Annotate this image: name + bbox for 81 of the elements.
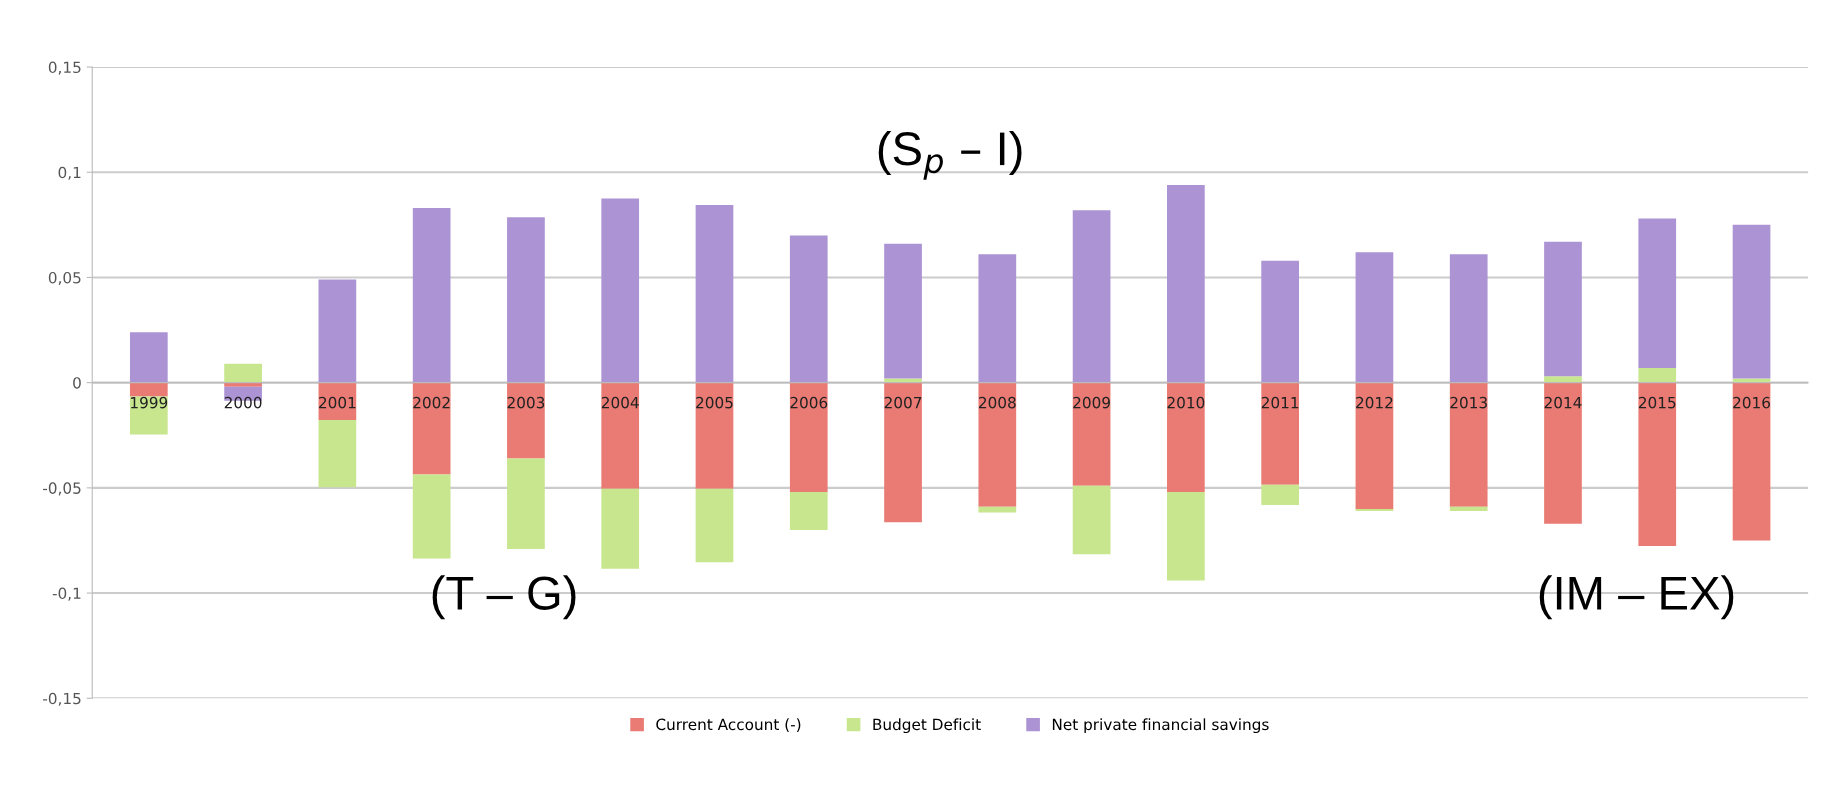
bar — [695, 382, 734, 489]
x-tick-label: 2010 — [1167, 396, 1205, 409]
bar — [412, 382, 451, 475]
annotation: (S$_{p}$ – I) — [878, 130, 1022, 180]
x-tick-label: 2006 — [790, 396, 828, 409]
bar — [884, 382, 922, 523]
x-tick-label: 2007 — [884, 396, 922, 409]
x-tick-label: 2009 — [1073, 396, 1110, 409]
bar — [318, 279, 357, 383]
x-tick-label: 2008 — [978, 396, 1016, 409]
bar — [1732, 224, 1771, 379]
bar — [695, 488, 734, 563]
bar — [1261, 382, 1299, 485]
x-tick-label: 1999 — [131, 396, 168, 409]
bar — [601, 488, 640, 569]
bar — [412, 208, 451, 383]
bar — [1544, 241, 1582, 377]
x-tick-label: 2004 — [601, 396, 639, 409]
bar — [507, 217, 545, 383]
bar — [978, 382, 1017, 507]
bar — [1261, 260, 1299, 383]
bar — [1732, 382, 1771, 541]
bar — [1449, 254, 1488, 383]
bar — [601, 382, 640, 489]
bar — [507, 382, 545, 459]
bar — [1355, 382, 1394, 509]
x-tick-label: 2016 — [1733, 396, 1771, 409]
x-tick-label: 2001 — [319, 396, 356, 409]
y-tick-label: -0,1 — [52, 587, 81, 601]
bar — [1355, 252, 1394, 383]
bar — [884, 243, 922, 379]
legend-label: Budget Deficit — [873, 718, 981, 734]
bar — [1167, 184, 1205, 383]
bar — [1449, 382, 1488, 507]
bar — [978, 254, 1017, 383]
bar — [1544, 376, 1582, 383]
y-tick-label: 0,05 — [48, 271, 81, 286]
x-tick-label: 2014 — [1544, 396, 1582, 409]
bar — [1072, 485, 1111, 555]
bar — [412, 474, 451, 559]
annotation: (IM – EX) — [1539, 575, 1734, 620]
x-tick-label: 2002 — [413, 396, 450, 409]
x-tick-label: 2003 — [507, 396, 545, 409]
y-tick-label: -0,05 — [43, 482, 81, 496]
bar — [789, 492, 828, 530]
y-tick-label: -0,15 — [43, 692, 81, 706]
bar — [789, 382, 828, 493]
x-tick-label: 2011 — [1261, 396, 1299, 409]
bar — [695, 204, 734, 383]
bar — [224, 363, 262, 383]
bar — [1167, 382, 1205, 493]
bar — [224, 382, 262, 387]
bar — [318, 419, 357, 488]
bar — [1261, 484, 1299, 506]
y-tick-label: 0,1 — [58, 166, 81, 180]
bar — [1638, 367, 1677, 383]
bar — [1544, 382, 1582, 524]
x-tick-label: 2005 — [696, 396, 733, 409]
bar — [129, 382, 168, 397]
bar — [1072, 210, 1111, 383]
bar — [1072, 382, 1111, 486]
x-tick-label: 2013 — [1450, 396, 1487, 409]
x-tick-label: 2015 — [1638, 396, 1676, 409]
bar — [507, 458, 545, 549]
bar — [601, 198, 640, 383]
legend-label: Current Account (-) — [656, 718, 801, 732]
y-tick-label: 0 — [73, 377, 81, 389]
x-tick-label: 2000 — [224, 396, 262, 409]
bar — [789, 235, 828, 383]
bar — [1355, 508, 1394, 512]
bar — [129, 332, 168, 383]
annotation: (T – G) — [432, 575, 576, 620]
bar — [1167, 492, 1205, 581]
legend-label: Net private financial savings — [1052, 718, 1269, 734]
bar — [1638, 218, 1677, 368]
bar — [1449, 506, 1488, 512]
bar — [1638, 382, 1677, 546]
y-tick-label: 0,15 — [48, 61, 81, 75]
bar — [1732, 378, 1771, 383]
bar — [884, 378, 922, 383]
x-tick-label: 2012 — [1356, 396, 1393, 409]
